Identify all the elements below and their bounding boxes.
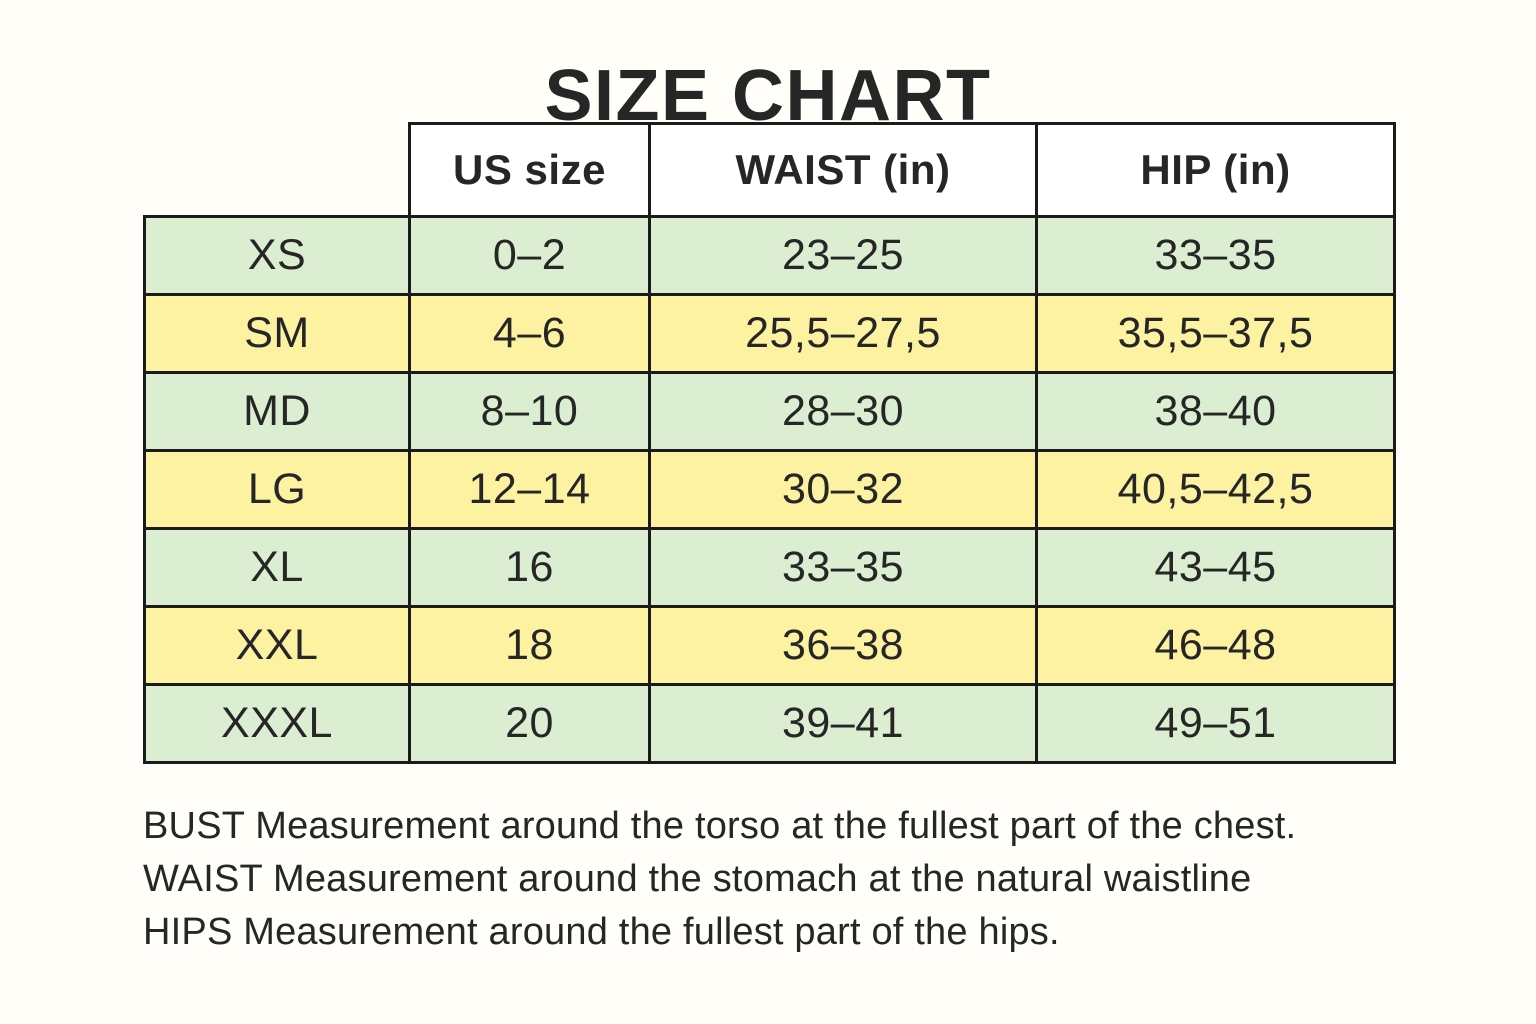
header-waist: WAIST (in) <box>648 122 1038 218</box>
hip-cell: 49–51 <box>1035 683 1396 764</box>
us-size-cell: 12–14 <box>408 449 651 530</box>
us-size-cell: 8–10 <box>408 371 651 452</box>
note-hips: HIPS Measurement around the fullest part… <box>143 911 1060 953</box>
us-size-cell: 20 <box>408 683 651 764</box>
size-cell: XXXL <box>143 683 411 764</box>
us-size-cell: 18 <box>408 605 651 686</box>
size-row-xxl: XXL 18 36–38 46–48 <box>143 605 1396 686</box>
us-size-cell: 0–2 <box>408 215 651 296</box>
waist-cell: 33–35 <box>648 527 1038 608</box>
waist-cell: 36–38 <box>648 605 1038 686</box>
waist-cell: 39–41 <box>648 683 1038 764</box>
waist-cell: 30–32 <box>648 449 1038 530</box>
size-row-md: MD 8–10 28–30 38–40 <box>143 371 1396 452</box>
hip-cell: 38–40 <box>1035 371 1396 452</box>
measurement-notes: BUST Measurement around the torso at the… <box>143 800 1536 959</box>
hip-cell: 40,5–42,5 <box>1035 449 1396 530</box>
size-row-sm: SM 4–6 25,5–27,5 35,5–37,5 <box>143 293 1396 374</box>
size-row-xxxl: XXXL 20 39–41 49–51 <box>143 683 1396 764</box>
size-cell: XL <box>143 527 411 608</box>
waist-cell: 23–25 <box>648 215 1038 296</box>
header-hip: HIP (in) <box>1035 122 1396 218</box>
size-cell: XXL <box>143 605 411 686</box>
size-cell: XS <box>143 215 411 296</box>
page-title: SIZE CHART <box>544 56 992 136</box>
size-chart-table: US size WAIST (in) HIP (in) XS 0–2 23–25… <box>143 122 1396 764</box>
size-cell: MD <box>143 371 411 452</box>
size-row-xs: XS 0–2 23–25 33–35 <box>143 215 1396 296</box>
header-row: US size WAIST (in) HIP (in) <box>145 122 1396 218</box>
size-cell: SM <box>143 293 411 374</box>
hip-cell: 33–35 <box>1035 215 1396 296</box>
size-row-lg: LG 12–14 30–32 40,5–42,5 <box>143 449 1396 530</box>
size-row-xl: XL 16 33–35 43–45 <box>143 527 1396 608</box>
size-cell: LG <box>143 449 411 530</box>
us-size-cell: 16 <box>408 527 651 608</box>
note-bust: BUST Measurement around the torso at the… <box>143 805 1297 847</box>
hip-cell: 35,5–37,5 <box>1035 293 1396 374</box>
hip-cell: 46–48 <box>1035 605 1396 686</box>
us-size-cell: 4–6 <box>408 293 651 374</box>
waist-cell: 25,5–27,5 <box>648 293 1038 374</box>
waist-cell: 28–30 <box>648 371 1038 452</box>
hip-cell: 43–45 <box>1035 527 1396 608</box>
header-us-size: US size <box>408 122 651 218</box>
note-waist: WAIST Measurement around the stomach at … <box>143 858 1252 900</box>
header-corner-blank <box>145 124 410 217</box>
